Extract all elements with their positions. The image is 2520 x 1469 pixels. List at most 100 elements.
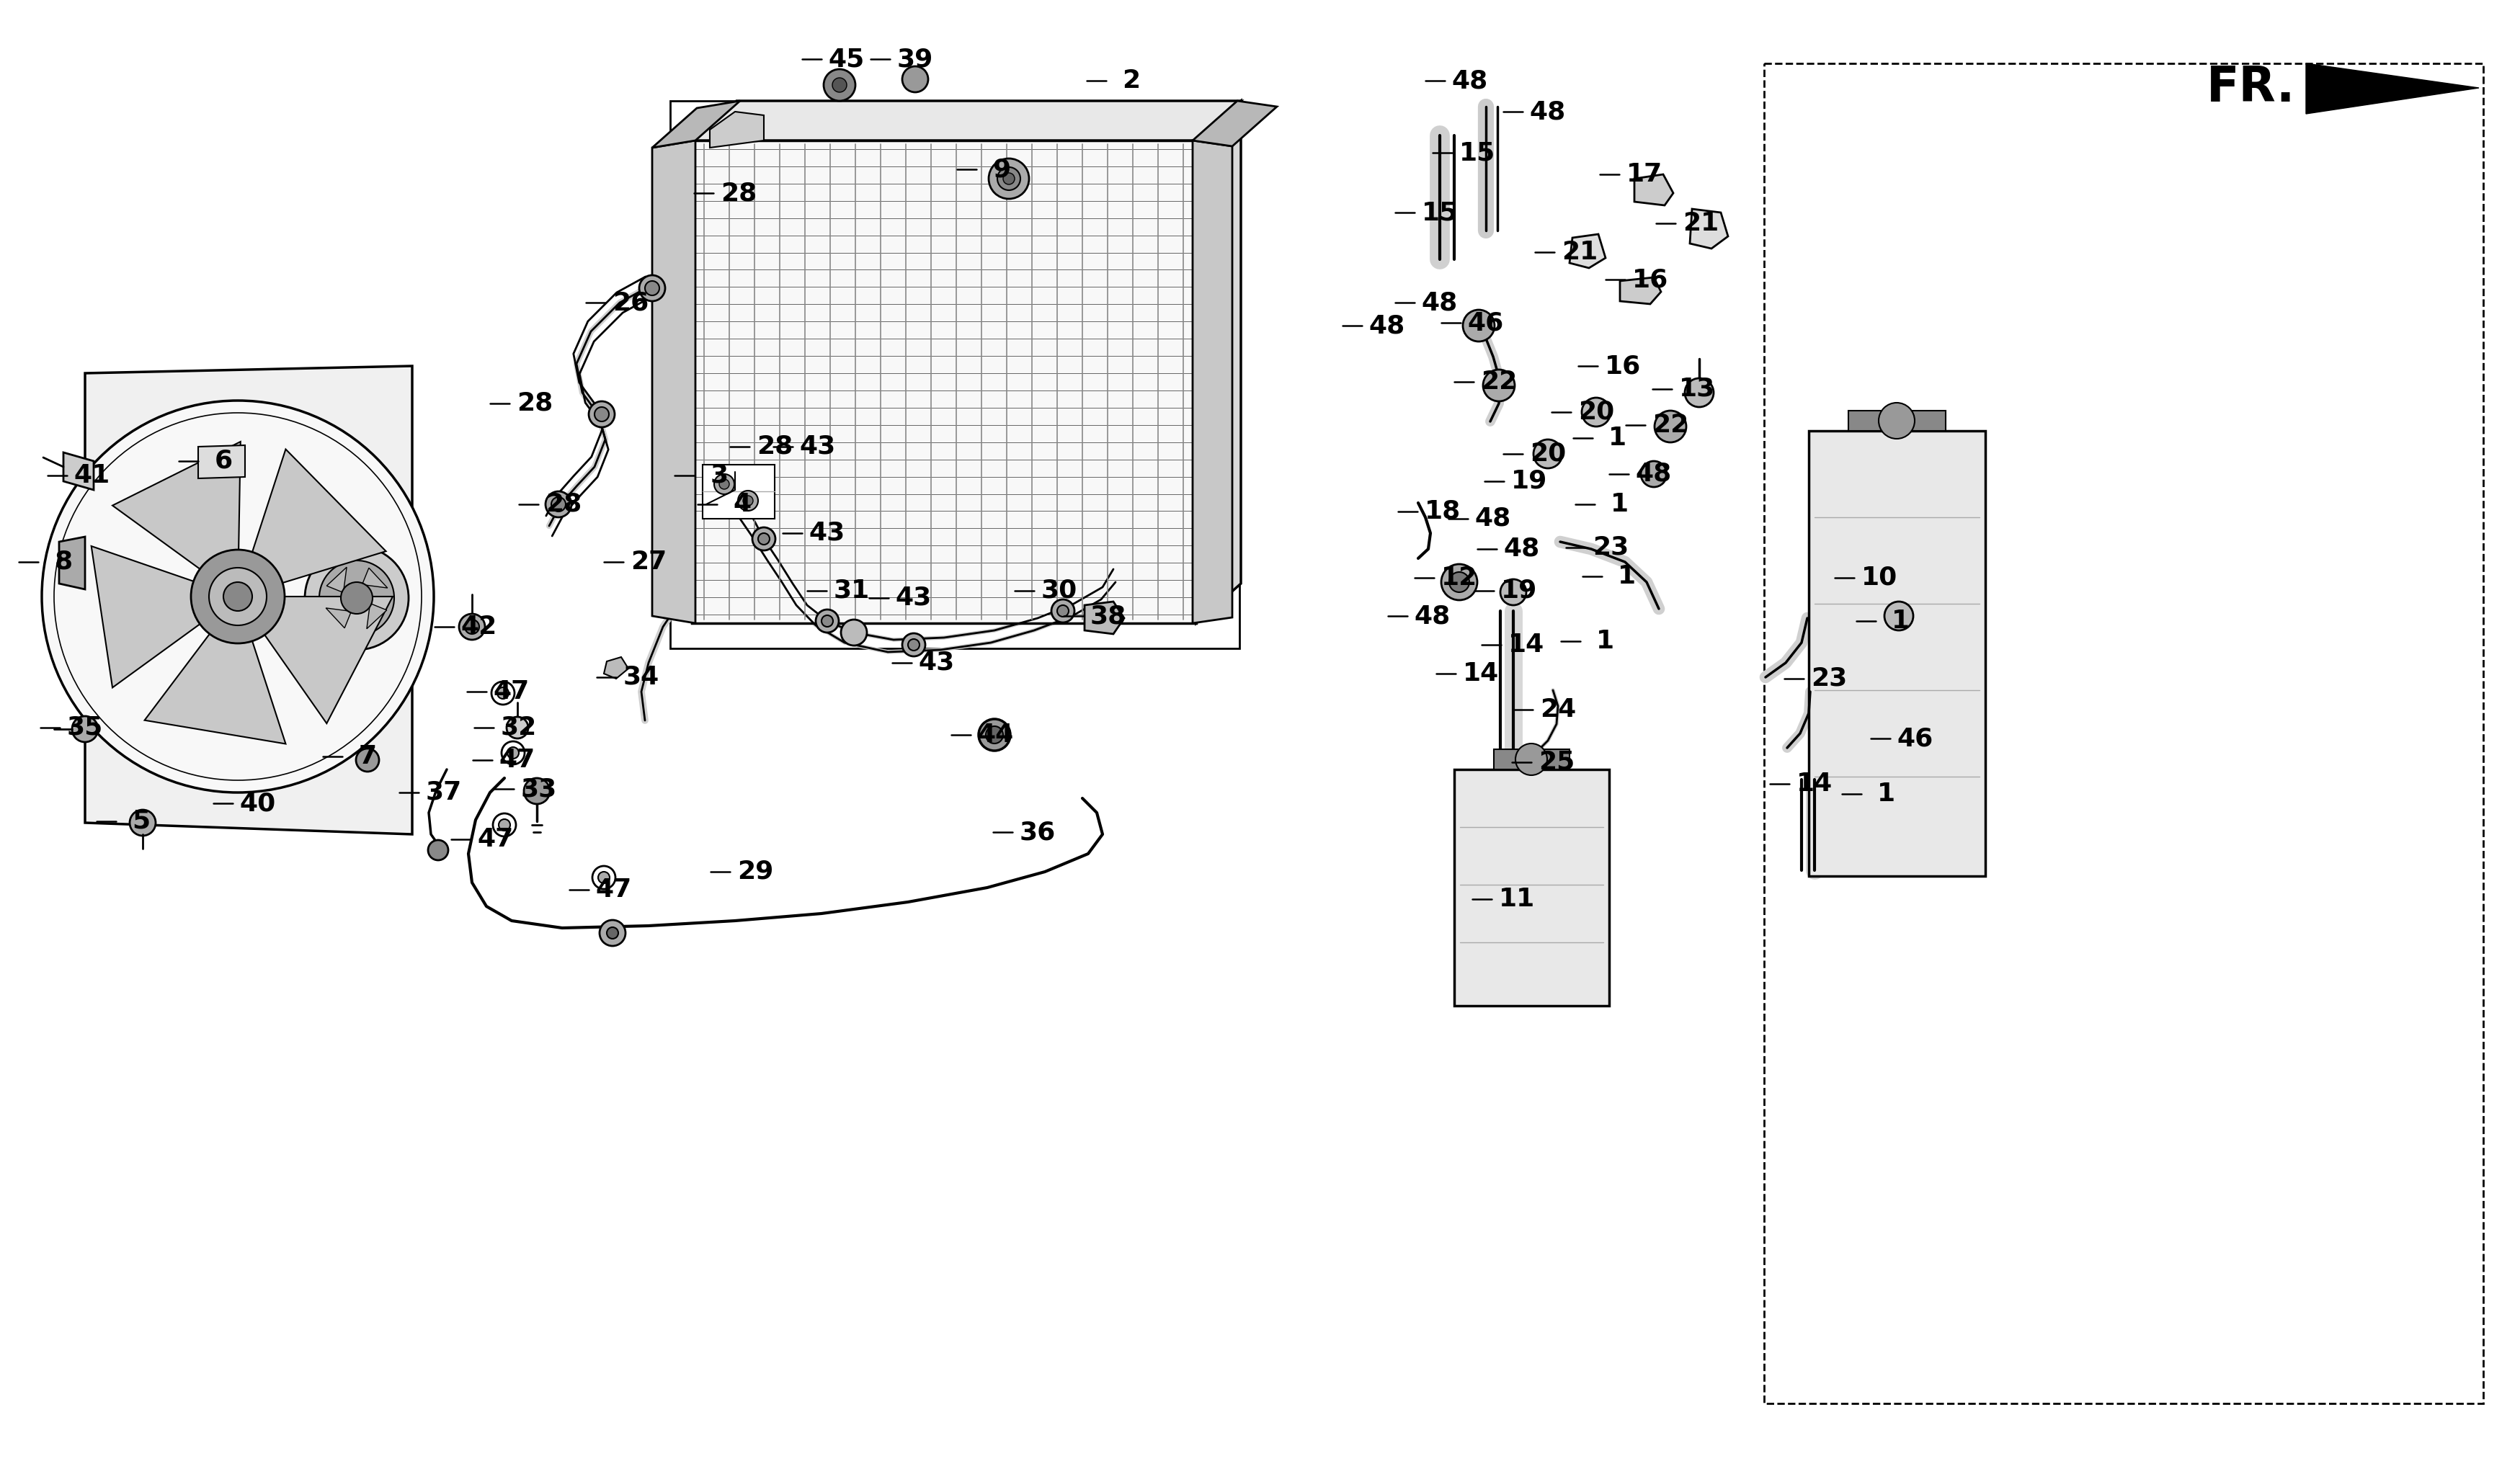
Text: 46: 46: [1898, 726, 1933, 751]
Text: 43: 43: [809, 521, 844, 545]
Polygon shape: [711, 112, 764, 148]
Circle shape: [1532, 439, 1562, 469]
Circle shape: [822, 616, 832, 627]
Text: 48: 48: [1504, 536, 1540, 561]
Polygon shape: [1633, 175, 1673, 206]
Polygon shape: [690, 141, 1197, 623]
Circle shape: [499, 820, 509, 830]
Circle shape: [53, 413, 421, 780]
Circle shape: [1653, 411, 1686, 442]
Text: 26: 26: [612, 291, 648, 314]
Text: 21: 21: [1560, 239, 1598, 264]
Circle shape: [1515, 743, 1547, 776]
Circle shape: [129, 809, 156, 836]
Circle shape: [600, 920, 625, 946]
Text: 28: 28: [517, 391, 552, 416]
Circle shape: [832, 78, 847, 93]
Circle shape: [501, 742, 524, 764]
Circle shape: [597, 871, 610, 883]
Text: 19: 19: [1499, 579, 1537, 602]
Polygon shape: [86, 366, 413, 834]
Text: 30: 30: [1041, 579, 1076, 602]
Polygon shape: [325, 608, 350, 629]
Circle shape: [192, 549, 285, 643]
Circle shape: [902, 66, 927, 93]
Circle shape: [507, 748, 519, 758]
Text: 28: 28: [756, 435, 794, 458]
Circle shape: [824, 69, 854, 101]
Polygon shape: [113, 442, 239, 569]
Polygon shape: [252, 450, 386, 583]
Circle shape: [718, 479, 728, 489]
Text: 14: 14: [1797, 771, 1832, 796]
Text: 6: 6: [214, 450, 232, 473]
Text: 48: 48: [1368, 313, 1404, 338]
Polygon shape: [2306, 63, 2477, 113]
Polygon shape: [1847, 411, 1945, 430]
Circle shape: [816, 610, 839, 633]
Circle shape: [902, 633, 925, 657]
Polygon shape: [653, 141, 696, 623]
Text: 16: 16: [1605, 354, 1641, 378]
Text: 48: 48: [1474, 507, 1512, 530]
Polygon shape: [1809, 430, 1986, 876]
Text: 47: 47: [499, 748, 534, 773]
Polygon shape: [1084, 602, 1124, 635]
Circle shape: [842, 620, 867, 645]
Text: 7: 7: [358, 745, 375, 768]
Circle shape: [507, 717, 529, 739]
Circle shape: [1499, 579, 1525, 605]
Polygon shape: [1620, 278, 1661, 304]
Circle shape: [305, 546, 408, 649]
Text: 37: 37: [426, 780, 461, 805]
Text: 2: 2: [1121, 69, 1139, 93]
Circle shape: [1462, 310, 1494, 341]
Text: 36: 36: [1018, 820, 1056, 845]
Circle shape: [751, 527, 776, 551]
Text: 47: 47: [494, 679, 529, 704]
Text: FR.: FR.: [2205, 65, 2296, 112]
Text: 10: 10: [1860, 566, 1898, 591]
Polygon shape: [605, 657, 627, 679]
Polygon shape: [365, 604, 386, 629]
Circle shape: [1877, 403, 1915, 439]
Polygon shape: [1197, 101, 1240, 623]
Text: 5: 5: [131, 809, 151, 833]
Text: 48: 48: [1421, 291, 1457, 314]
Text: 43: 43: [799, 435, 837, 458]
Text: 35: 35: [68, 715, 103, 740]
Polygon shape: [670, 101, 1240, 648]
Text: 17: 17: [1625, 162, 1663, 187]
Circle shape: [713, 474, 733, 494]
Text: 43: 43: [917, 651, 955, 676]
Text: 46: 46: [1467, 310, 1504, 335]
Circle shape: [496, 687, 509, 699]
Text: 14: 14: [1507, 633, 1545, 657]
Polygon shape: [690, 101, 1240, 141]
Text: 12: 12: [1441, 566, 1477, 591]
Bar: [1764, 63, 2482, 1403]
Circle shape: [985, 726, 1003, 743]
Text: 1: 1: [1618, 564, 1635, 589]
Text: 24: 24: [1540, 698, 1575, 721]
Circle shape: [552, 497, 564, 511]
Circle shape: [544, 491, 572, 517]
Text: 48: 48: [1635, 461, 1671, 486]
Text: 28: 28: [721, 181, 756, 206]
Text: 13: 13: [1678, 376, 1714, 401]
Polygon shape: [1454, 770, 1608, 1006]
Text: 27: 27: [630, 549, 665, 574]
Circle shape: [1641, 461, 1666, 488]
Polygon shape: [653, 101, 741, 148]
Text: 42: 42: [461, 614, 496, 639]
Text: 33: 33: [522, 777, 557, 801]
Polygon shape: [703, 464, 774, 519]
Polygon shape: [265, 596, 393, 723]
Circle shape: [43, 401, 433, 792]
Text: 14: 14: [1462, 661, 1499, 686]
Circle shape: [759, 533, 769, 545]
Text: 38: 38: [1089, 604, 1126, 629]
Text: 45: 45: [829, 47, 864, 72]
Circle shape: [907, 639, 920, 651]
Text: 1: 1: [1608, 426, 1625, 451]
